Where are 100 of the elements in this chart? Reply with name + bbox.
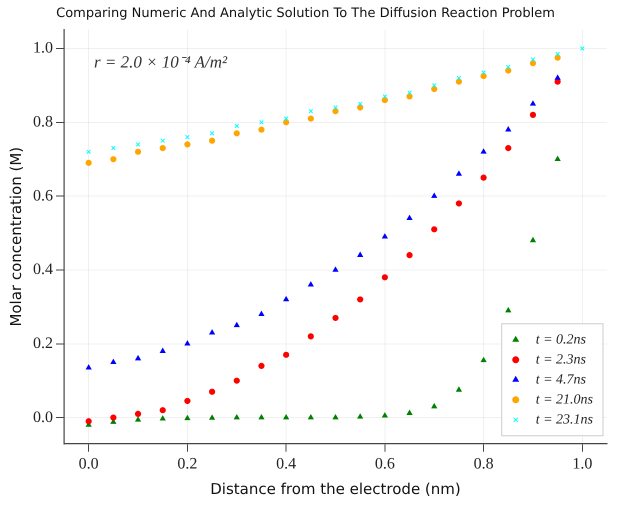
point <box>308 115 314 122</box>
point <box>160 348 166 353</box>
point <box>332 314 339 322</box>
point <box>456 386 462 392</box>
legend-label: t = 21.0ns <box>536 392 594 408</box>
point <box>234 130 240 136</box>
y-tick-label: 1.0 <box>33 40 53 57</box>
point <box>357 104 364 111</box>
point <box>110 359 116 364</box>
point <box>431 86 438 92</box>
point <box>382 97 388 104</box>
point <box>258 126 265 133</box>
point <box>308 333 314 340</box>
point <box>530 57 536 62</box>
point <box>184 415 190 420</box>
point <box>86 364 92 370</box>
point <box>234 378 240 384</box>
point <box>135 416 141 422</box>
point <box>580 46 585 51</box>
point <box>111 146 116 150</box>
point <box>382 412 388 418</box>
point <box>184 340 190 346</box>
chart-title: Comparing Numeric And Analytic Solution To The Diffusion Reaction Problem <box>56 6 555 22</box>
y-tick-label: 0.8 <box>33 113 53 130</box>
point <box>308 108 314 114</box>
point <box>481 70 486 75</box>
point <box>284 116 288 121</box>
point <box>332 266 338 272</box>
point <box>456 76 462 80</box>
point <box>530 60 536 66</box>
point <box>333 105 338 110</box>
point <box>160 407 166 414</box>
point <box>357 414 363 419</box>
point <box>283 296 289 302</box>
point <box>134 410 142 417</box>
point <box>530 237 536 242</box>
point <box>308 414 314 420</box>
x-tick-label: 0.2 <box>177 456 198 473</box>
point <box>283 414 289 420</box>
point <box>505 67 512 74</box>
point <box>382 274 388 280</box>
legend-label: t = 2.3ns <box>536 352 587 368</box>
point <box>382 234 388 238</box>
point <box>208 388 216 395</box>
point <box>554 74 560 80</box>
point <box>332 414 338 420</box>
point <box>160 138 166 144</box>
point <box>208 138 216 144</box>
point <box>506 64 511 70</box>
point <box>234 124 240 128</box>
point <box>110 156 116 162</box>
point <box>86 160 92 166</box>
point <box>234 414 240 420</box>
point <box>86 418 92 424</box>
point <box>283 352 290 358</box>
x-tick-label: 0.4 <box>276 456 296 473</box>
point <box>258 311 264 316</box>
point <box>406 252 413 258</box>
point <box>185 134 190 140</box>
x-tick-label: 1.0 <box>572 456 592 473</box>
legend-label: t = 0.2ns <box>536 332 587 348</box>
x-tick-label: 0.6 <box>374 456 395 473</box>
x-axis-title: Distance from the electrode (nm) <box>210 480 461 498</box>
point <box>134 148 142 155</box>
point <box>357 252 363 257</box>
point <box>530 112 536 118</box>
point <box>480 357 486 362</box>
point <box>480 174 487 181</box>
x-tick-label: 0.8 <box>474 456 494 473</box>
point <box>382 94 388 99</box>
y-tick-label: 0.0 <box>33 408 53 426</box>
x-tick-label: 0.0 <box>78 456 99 473</box>
point <box>210 130 214 136</box>
point <box>259 120 264 125</box>
point <box>160 416 166 420</box>
point <box>308 282 314 286</box>
point <box>554 156 560 161</box>
point <box>184 141 191 148</box>
point <box>358 101 363 106</box>
y-tick-label: 0.4 <box>33 261 53 278</box>
point <box>234 322 240 328</box>
point <box>431 192 437 198</box>
point <box>283 119 290 126</box>
point <box>505 145 512 152</box>
point <box>110 414 116 421</box>
point <box>357 296 364 303</box>
point <box>258 414 264 420</box>
point <box>209 414 215 420</box>
point <box>406 93 413 100</box>
point <box>431 226 438 232</box>
point <box>530 100 536 106</box>
point <box>456 170 462 176</box>
point <box>136 142 140 147</box>
y-tick-label: 0.2 <box>33 334 53 352</box>
point <box>406 215 412 220</box>
annotation: r = 2.0 × 10⁻⁴ A/m² <box>94 52 228 72</box>
point <box>86 149 92 154</box>
point <box>407 90 412 96</box>
point <box>258 362 265 370</box>
point <box>456 200 462 207</box>
